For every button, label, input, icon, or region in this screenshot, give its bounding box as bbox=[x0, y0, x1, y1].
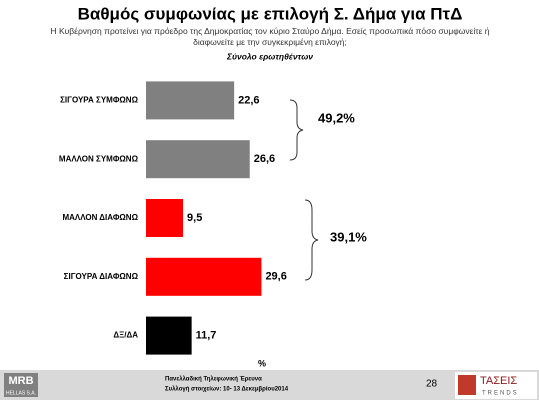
y-tick-label: ΜΑΛΛΟΝ ΣΥΜΦΩΝΩ bbox=[59, 154, 139, 163]
value-label: 9,5 bbox=[187, 212, 202, 224]
value-label: 29,6 bbox=[265, 271, 286, 283]
x-axis-label: % bbox=[258, 358, 266, 368]
logo-right-icon bbox=[458, 375, 476, 395]
subtitle-box: Η Κυβέρνηση προτείνει για πρόεδρο της Δη… bbox=[50, 26, 490, 47]
bar bbox=[146, 81, 235, 120]
bar bbox=[146, 316, 192, 355]
logo-left-sub: HELLAS S.A. bbox=[6, 390, 36, 396]
subtitle2: Σύνολο ερωτηθέντων bbox=[226, 51, 313, 61]
subtitle: Η Κυβέρνηση προτείνει για πρόεδρο της Δη… bbox=[50, 26, 490, 47]
logo-right: ΤΑΣΕΙΣ bbox=[480, 375, 517, 387]
footer-band bbox=[0, 370, 539, 400]
y-tick-label: ΜΑΛΛΟΝ ΔΙΑΦΩΝΩ bbox=[62, 213, 138, 222]
annotation: 49,2% bbox=[318, 110, 355, 125]
logo-left: MRB bbox=[8, 375, 33, 387]
bar bbox=[146, 140, 250, 179]
value-label: 26,6 bbox=[254, 153, 275, 165]
footer-line1: Πανελλαδική Τηλεφωνική Έρευνα bbox=[165, 377, 262, 383]
logo-box bbox=[4, 373, 38, 397]
y-tick-label: ΔΞ/ΔΑ bbox=[113, 331, 138, 340]
footer-line2: Συλλογή στοιχείων: 10- 13 Δεκεμβρίου2014 bbox=[165, 387, 289, 393]
y-tick-label: ΣΙΓΟΥΡΑ ΣΥΜΦΩΝΩ bbox=[60, 96, 138, 105]
y-tick-label: ΣΙΓΟΥΡΑ ΔΙΑΦΩΝΩ bbox=[64, 272, 139, 281]
bracket bbox=[304, 199, 319, 281]
logo-right-sub: TRENDS bbox=[482, 391, 519, 397]
bar bbox=[146, 257, 262, 296]
value-label: 11,7 bbox=[196, 330, 217, 342]
value-label: 22,6 bbox=[238, 94, 259, 106]
bracket bbox=[289, 99, 304, 161]
page-number: 28 bbox=[426, 379, 438, 390]
annotation: 39,1% bbox=[330, 229, 367, 244]
chart-title: Βαθμός συμφωνίας με επιλογή Σ. Δήμα για … bbox=[78, 4, 463, 23]
bar bbox=[146, 199, 184, 237]
